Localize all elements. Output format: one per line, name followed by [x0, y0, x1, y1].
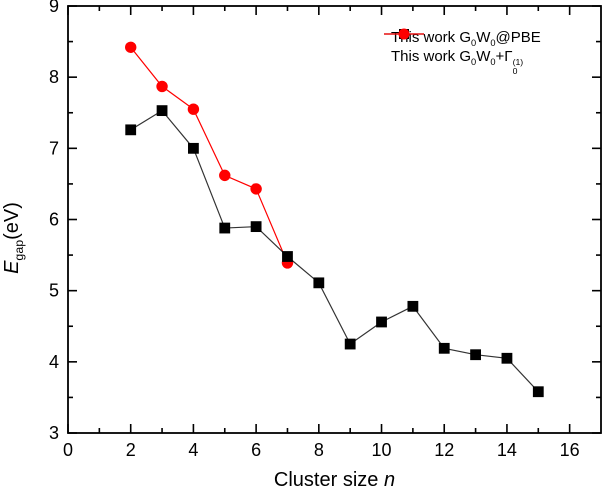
data-point-circle — [219, 169, 231, 182]
label-segment: 0 — [471, 37, 477, 48]
data-point-square — [219, 222, 231, 234]
y-tick-label: 5 — [49, 281, 59, 301]
legend: This work G0W0@PBE This work G0W0+Γ (1) 0 — [384, 26, 541, 76]
x-tick-label: 16 — [560, 440, 580, 460]
label-segment: 0 — [490, 37, 496, 48]
label-segment: W — [476, 28, 491, 46]
y-tick-label: 8 — [49, 67, 59, 87]
legend-label: This work G0W0@PBE — [391, 28, 541, 48]
legend-item: This work G0W0+Γ (1) 0 — [384, 28, 541, 76]
label-segment: gap — [12, 239, 26, 261]
y-tick-label: 6 — [49, 210, 59, 230]
data-point-circle — [125, 41, 137, 53]
data-point-square — [250, 221, 262, 233]
label-segment: Cluster size — [273, 469, 384, 491]
y-tick-label: 7 — [49, 138, 59, 158]
x-tick-label: 6 — [251, 440, 261, 460]
data-point-square — [501, 352, 513, 364]
data-point-circle — [250, 183, 262, 195]
x-tick-label: 12 — [434, 440, 454, 460]
x-tick-label: 14 — [497, 440, 517, 460]
data-point-square — [282, 251, 293, 262]
y-tick-label: 4 — [49, 352, 59, 372]
data-point-circle — [156, 80, 168, 93]
x-tick-label: 10 — [372, 440, 392, 460]
data-point-square — [313, 277, 325, 289]
data-point-square — [532, 386, 544, 398]
label-segment: 0 — [490, 57, 496, 68]
data-point-square — [344, 338, 356, 350]
label-segment: This work G — [391, 48, 472, 66]
label-segment: @PBE — [495, 28, 541, 46]
label-segment: 0 — [471, 57, 477, 68]
x-tick-label: 8 — [314, 440, 324, 460]
label-segment: This work G — [391, 28, 472, 46]
data-point-square — [188, 142, 199, 154]
legend-marker-circle — [384, 28, 424, 40]
data-point-square — [407, 300, 419, 312]
label-segment: W — [476, 48, 491, 66]
series-line — [130, 46, 289, 264]
series-circle — [125, 41, 294, 269]
x-tick-label: 2 — [126, 440, 136, 460]
data-point-square — [125, 124, 137, 136]
x-tick-label: 4 — [188, 440, 198, 460]
legend-label: This work G0W0+Γ (1) 0 — [391, 49, 523, 76]
label-segment: (1) 0 — [512, 57, 524, 77]
label-segment: +Γ — [495, 48, 513, 66]
x-axis-label: Cluster size n — [68, 469, 601, 492]
y-tick-label: 9 — [49, 0, 59, 16]
y-tick-label: 3 — [49, 423, 59, 443]
label-segment: (eV) — [1, 202, 23, 240]
data-point-circle — [187, 103, 200, 115]
label-segment: n — [383, 469, 396, 491]
data-point-square — [438, 342, 450, 354]
data-point-square — [376, 316, 387, 328]
series-square — [125, 105, 544, 398]
data-point-square — [156, 105, 168, 117]
y-axis-label: Egap(eV) — [1, 138, 27, 338]
label-segment: E — [1, 260, 23, 274]
data-point-square — [470, 349, 481, 361]
x-tick-label: 0 — [63, 440, 73, 460]
